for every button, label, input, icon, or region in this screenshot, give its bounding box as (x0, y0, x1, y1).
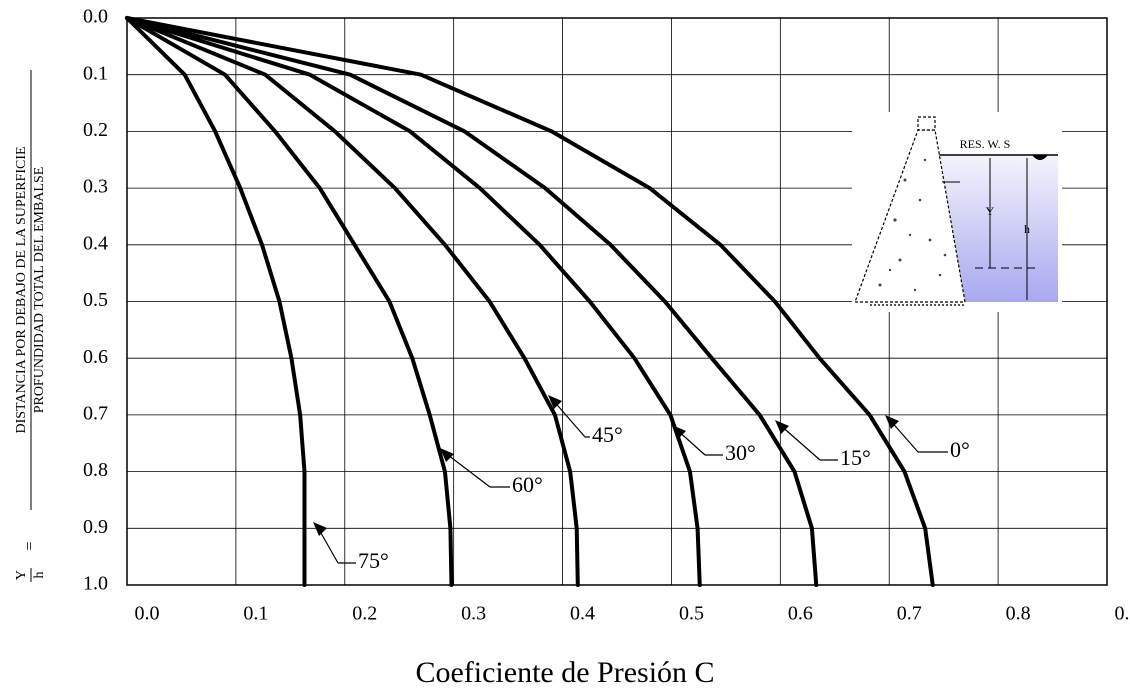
x-tick-label: 0.1 (243, 603, 268, 625)
series-label: 30° (725, 440, 756, 465)
y-axis-label-numerator: DISTANCIA POR DEBAJO DE LA SUPERFICIE (14, 146, 29, 433)
dam-texture (878, 158, 947, 292)
y-axis-label-symbol: Y (14, 570, 29, 580)
label-leader (888, 418, 948, 453)
series-label: 60° (512, 472, 543, 497)
dam-crest (917, 116, 936, 131)
y-tick-label: 0.1 (83, 62, 108, 84)
x-tick-label: 0.3 (461, 603, 486, 625)
y-tick-label: 0.4 (83, 232, 108, 254)
series-label: 45° (592, 422, 623, 447)
water (938, 155, 1058, 302)
y-tick-label: 0.3 (83, 176, 108, 198)
y-tick-label: 0.0 (83, 6, 108, 28)
curve (125, 16, 307, 587)
label-arrowhead (440, 448, 454, 462)
y-tick-label: 0.7 (83, 402, 108, 424)
x-tick-label: 0.0 (135, 603, 160, 625)
series-label: 15° (840, 445, 871, 470)
x-tick-label: 0.9 (1115, 603, 1130, 625)
y-tick-label: 0.9 (83, 516, 108, 538)
inset-diagram: RES. W. S Y h (852, 112, 1062, 312)
curve (125, 16, 819, 587)
label-leader (443, 451, 510, 488)
label-arrowhead (672, 425, 686, 439)
label-arrowhead (313, 522, 327, 536)
y-axis-label-symbol: h (32, 572, 47, 579)
curve (125, 16, 702, 587)
x-tick-label: 0.4 (570, 603, 595, 625)
y-axis-label-denominator: PROFUNDIDAD TOTAL DEL EMBALSE (32, 167, 47, 414)
inset-label: Y (986, 204, 995, 218)
x-tick-label: 0.8 (1006, 603, 1031, 625)
water-symbol (1032, 155, 1048, 160)
curve (125, 16, 935, 587)
curve (125, 16, 580, 587)
x-axis-label: Coeficiente de Presión C (415, 656, 714, 689)
series-label: 75° (358, 548, 389, 573)
y-axis-label-equals: = (22, 541, 39, 550)
label-arrowhead (548, 395, 562, 409)
x-tick-label: 0.7 (897, 603, 922, 625)
label-leader (778, 423, 838, 461)
x-tick-label: 0.2 (352, 603, 377, 625)
x-tick-label: 0.5 (679, 603, 704, 625)
plot-frame (126, 17, 1108, 586)
dam (854, 129, 966, 303)
series-label: 0° (950, 437, 970, 462)
y-tick-label: 0.8 (83, 459, 108, 481)
inset-label: RES. W. S (960, 137, 1011, 151)
y-tick-label: 0.5 (83, 289, 108, 311)
label-arrowhead (885, 415, 899, 429)
y-tick-label: 1.0 (83, 573, 108, 595)
curve (125, 16, 454, 587)
y-tick-label: 0.2 (83, 119, 108, 141)
label-arrowhead (775, 420, 789, 434)
y-tick-label: 0.6 (83, 346, 108, 368)
x-tick-label: 0.6 (788, 603, 813, 625)
inset-label: h (1024, 222, 1030, 236)
